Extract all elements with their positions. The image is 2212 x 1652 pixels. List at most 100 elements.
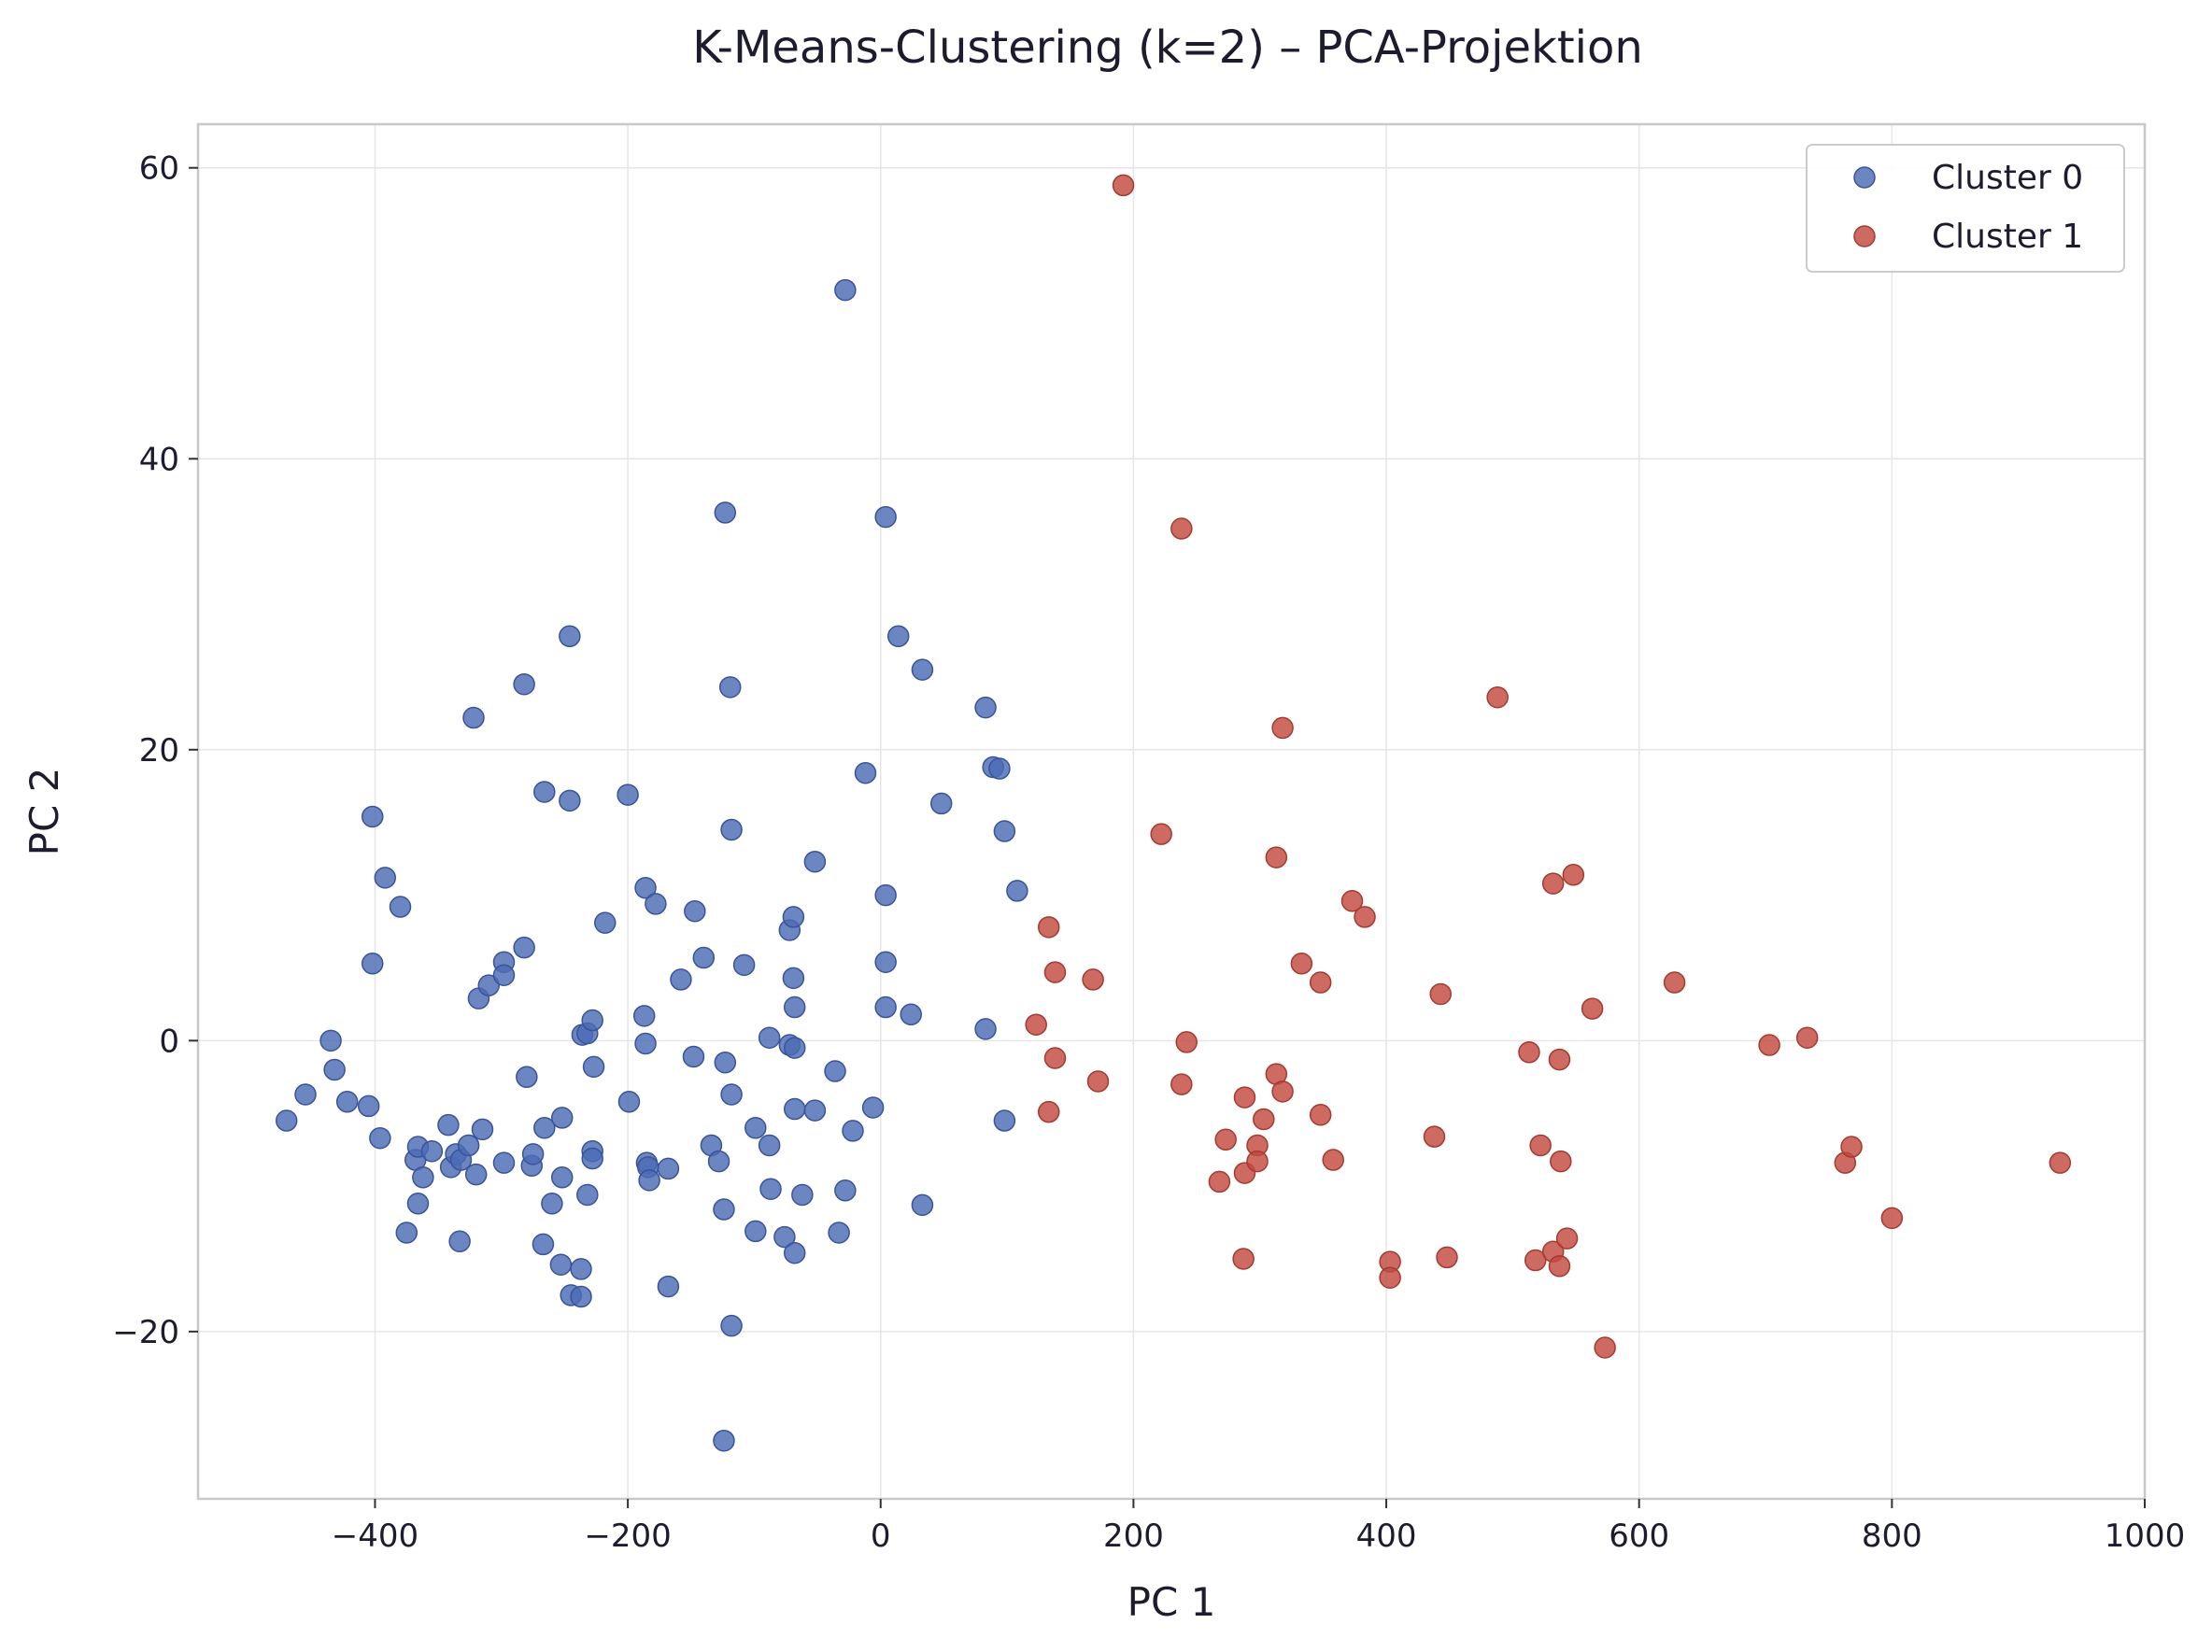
cluster-0-point bbox=[550, 1166, 574, 1189]
cluster-1-point bbox=[1086, 1070, 1110, 1093]
cluster-0-point bbox=[911, 1193, 934, 1217]
x-tick-label: −400 bbox=[332, 1518, 418, 1555]
cluster-0-point bbox=[581, 1147, 603, 1170]
cluster-1-point bbox=[1309, 1104, 1332, 1126]
cluster-0-point bbox=[854, 761, 877, 784]
cluster-0-point bbox=[559, 625, 581, 648]
cluster-0-point bbox=[521, 1143, 545, 1165]
cluster-1-point bbox=[1518, 1041, 1540, 1064]
cluster-0-point bbox=[570, 1285, 592, 1308]
cluster-0-point bbox=[803, 1099, 827, 1122]
cluster-0-point bbox=[720, 1083, 743, 1106]
cluster-0-point bbox=[374, 867, 397, 889]
x-axis-label: PC 1 bbox=[1127, 1579, 1216, 1625]
cluster-0-point bbox=[834, 1179, 857, 1202]
cluster-0-point bbox=[720, 818, 743, 841]
cluster-0-point bbox=[533, 781, 556, 803]
cluster-0-point bbox=[791, 1183, 814, 1207]
y-axis-label: PC 2 bbox=[21, 768, 67, 856]
cluster-1-point bbox=[1423, 1125, 1446, 1148]
cluster-1-point bbox=[1795, 1026, 1819, 1049]
cluster-0-point bbox=[593, 911, 617, 934]
cluster-1-point bbox=[1840, 1136, 1863, 1158]
cluster-1-point bbox=[1037, 916, 1060, 939]
x-tick-label: −200 bbox=[584, 1518, 671, 1555]
cluster-1-point bbox=[1232, 1248, 1255, 1270]
cluster-0-point bbox=[758, 1026, 781, 1049]
y-tick-label: 0 bbox=[159, 1023, 179, 1060]
cluster-1-point bbox=[1581, 997, 1604, 1020]
cluster-0-point bbox=[645, 893, 667, 915]
cluster-1-point bbox=[1555, 1227, 1579, 1250]
cluster-1-point bbox=[1271, 716, 1294, 740]
cluster-0-point bbox=[783, 1097, 806, 1121]
cluster-1-point bbox=[1354, 906, 1376, 928]
cluster-1-point bbox=[1208, 1170, 1231, 1193]
cluster-1-point bbox=[1253, 1108, 1275, 1131]
cluster-0-point bbox=[759, 1178, 782, 1200]
x-tick-label: 600 bbox=[1609, 1518, 1669, 1555]
cluster-0-point bbox=[275, 1109, 298, 1132]
grid-layer bbox=[198, 124, 2146, 1499]
cluster-1-point bbox=[1548, 1048, 1571, 1071]
cluster-0-point bbox=[670, 968, 692, 991]
cluster-0-point bbox=[369, 1126, 391, 1150]
cluster-0-point bbox=[634, 877, 657, 899]
cluster-0-point bbox=[707, 1150, 730, 1173]
cluster-0-point bbox=[682, 1045, 705, 1068]
cluster-0-point bbox=[395, 1221, 418, 1244]
cluster-0-point bbox=[900, 1003, 922, 1026]
cluster-1-point bbox=[2049, 1151, 2072, 1174]
cluster-0-point bbox=[335, 1091, 359, 1113]
cluster-0-point bbox=[294, 1083, 317, 1106]
cluster-1-point bbox=[1340, 890, 1364, 912]
cluster-0-point bbox=[861, 1096, 885, 1119]
cluster-0-point bbox=[457, 1134, 480, 1157]
cluster-0-point bbox=[874, 505, 897, 529]
cluster-0-point bbox=[744, 1220, 767, 1243]
cluster-0-point bbox=[834, 278, 857, 302]
cluster-1-point bbox=[1214, 1128, 1237, 1151]
cluster-1-point bbox=[1170, 1073, 1193, 1095]
cluster-0-point bbox=[1006, 880, 1028, 902]
cluster-0-point bbox=[582, 1055, 605, 1079]
cluster-0-point bbox=[617, 1091, 641, 1113]
cluster-0-point bbox=[638, 1169, 660, 1192]
cluster-0-point bbox=[319, 1029, 342, 1052]
cluster-1-point bbox=[1436, 1246, 1458, 1269]
cluster-0-point bbox=[773, 1225, 796, 1249]
cluster-0-point bbox=[714, 501, 737, 524]
cluster-1-point bbox=[1541, 872, 1565, 895]
cluster-0-point bbox=[412, 1166, 434, 1189]
cluster-0-point bbox=[462, 706, 485, 729]
cluster-1-point bbox=[1562, 864, 1585, 886]
cluster-0-point bbox=[516, 1066, 538, 1089]
cluster-0-point bbox=[361, 953, 384, 975]
cluster-0-point bbox=[974, 696, 997, 719]
cluster-1-point bbox=[1043, 1047, 1067, 1069]
cluster-0-point bbox=[492, 1151, 516, 1174]
cluster-0-point bbox=[783, 1037, 806, 1059]
cluster-0-point bbox=[406, 1193, 430, 1215]
cluster-1-point bbox=[1548, 1255, 1571, 1278]
cluster-0-point bbox=[576, 1183, 599, 1207]
cluster-1-point bbox=[1663, 971, 1686, 994]
cluster-1-point bbox=[1322, 1149, 1344, 1171]
cluster-0-point bbox=[718, 676, 742, 699]
cluster-0-point bbox=[541, 1193, 563, 1215]
cluster-1-point bbox=[1271, 1080, 1294, 1103]
cluster-0-point bbox=[886, 625, 910, 648]
cluster-1-point bbox=[1175, 1031, 1198, 1053]
cluster-0-point bbox=[714, 1051, 737, 1074]
points-layer bbox=[275, 174, 2072, 1452]
cluster-0-point bbox=[713, 1429, 735, 1452]
y-tick-label: −20 bbox=[112, 1314, 179, 1351]
cluster-0-point bbox=[533, 1117, 556, 1139]
y-tick-label: 60 bbox=[139, 150, 179, 188]
cluster-1-point bbox=[1429, 982, 1452, 1006]
cluster-0-point bbox=[559, 789, 581, 812]
cluster-0-point bbox=[874, 883, 897, 907]
